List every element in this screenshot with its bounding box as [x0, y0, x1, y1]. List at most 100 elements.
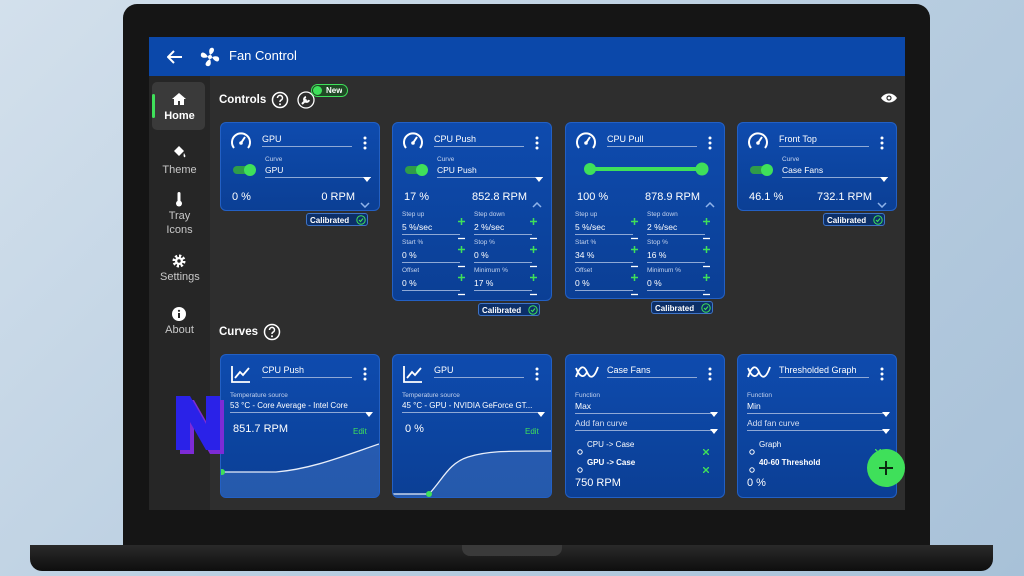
icon-part — [749, 467, 755, 473]
decrement-button[interactable] — [703, 283, 710, 301]
section-title: Curves — [219, 326, 258, 338]
field-value[interactable]: 0 % — [474, 250, 532, 263]
icon-part — [221, 443, 379, 473]
curve-item: GPU -> Case — [587, 458, 636, 467]
nav-item[interactable]: Tray Icons — [166, 210, 193, 236]
icon-part — [631, 274, 638, 281]
increment-button[interactable] — [631, 268, 638, 286]
icon-part — [231, 132, 251, 149]
remove-button[interactable] — [702, 442, 710, 460]
icon-part — [221, 443, 379, 497]
decrement-button[interactable] — [703, 227, 710, 245]
visibility-button[interactable] — [880, 91, 898, 109]
curve-select[interactable]: GPU — [265, 165, 371, 178]
icon-part — [880, 141, 884, 145]
increment-button[interactable] — [631, 212, 638, 230]
decrement-button[interactable] — [631, 283, 638, 301]
decrement-button[interactable] — [458, 283, 465, 301]
expand-toggle[interactable] — [532, 195, 542, 213]
icon-part — [268, 326, 276, 335]
back-button[interactable] — [166, 50, 183, 69]
increment-button[interactable] — [703, 240, 710, 258]
decrement-button[interactable] — [631, 255, 638, 273]
field-value[interactable]: 2 %/sec — [647, 222, 705, 235]
icon-part — [535, 136, 539, 150]
field-value[interactable]: 34 % — [575, 250, 633, 263]
nav-item[interactable]: Home — [164, 110, 195, 122]
menu-button[interactable] — [535, 367, 539, 386]
icon-part — [708, 146, 712, 150]
icon-part — [575, 366, 599, 378]
add-button[interactable] — [867, 449, 905, 492]
help-button[interactable] — [263, 323, 281, 346]
curve-select[interactable]: CPU Push — [437, 165, 543, 178]
decrement-button[interactable] — [530, 227, 537, 245]
icon-part — [532, 201, 542, 208]
icon-part — [231, 366, 250, 383]
decrement-button[interactable] — [530, 255, 537, 273]
menu-button[interactable] — [880, 367, 884, 386]
field-value[interactable]: 2 %/sec — [474, 222, 532, 235]
expand-toggle[interactable] — [705, 195, 715, 213]
fan-rpm: 852.8 RPM — [471, 191, 527, 203]
function-select[interactable]: Max — [575, 401, 717, 414]
field-value[interactable]: 0 % — [402, 278, 460, 291]
field-value[interactable]: 0 % — [647, 278, 705, 291]
laptop-notch — [462, 545, 562, 556]
menu-button[interactable] — [363, 367, 367, 386]
help-button[interactable] — [271, 91, 289, 114]
source-select[interactable]: 45 °C - GPU - NVIDIA GeForce GT... — [402, 401, 537, 413]
decrement-button[interactable] — [458, 227, 465, 245]
add-curve-select[interactable]: Add fan curve — [747, 418, 889, 431]
edit-button[interactable]: Edit — [353, 427, 367, 436]
control-toggle[interactable] — [749, 163, 775, 182]
control-card: GPU Curve GPU 0 % 0 RPM Calibrated — [220, 122, 380, 226]
increment-button[interactable] — [458, 212, 465, 230]
add-curve-select[interactable]: Add fan curve — [575, 418, 717, 431]
increment-button[interactable] — [530, 240, 537, 258]
field-value[interactable]: 5 %/sec — [575, 222, 633, 235]
increment-button[interactable] — [530, 212, 537, 230]
icon-part — [703, 306, 709, 311]
curve-select[interactable]: Case Fans — [782, 165, 888, 178]
decrement-button[interactable] — [703, 255, 710, 273]
field-value[interactable]: 0 % — [402, 250, 460, 263]
field-value[interactable]: 16 % — [647, 250, 705, 263]
remove-button[interactable] — [702, 460, 710, 478]
increment-button[interactable] — [458, 268, 465, 286]
increment-button[interactable] — [703, 268, 710, 286]
increment-button[interactable] — [703, 212, 710, 230]
increment-button[interactable] — [631, 240, 638, 258]
fan-icon — [230, 131, 252, 156]
menu-button[interactable] — [708, 136, 712, 155]
function-select[interactable]: Min — [747, 401, 889, 414]
decrement-button[interactable] — [458, 255, 465, 273]
field-value[interactable]: 0 % — [575, 278, 633, 291]
menu-button[interactable] — [363, 136, 367, 155]
decrement-button[interactable] — [530, 283, 537, 301]
nav-item[interactable]: Theme — [162, 164, 197, 176]
source-select[interactable]: 53 °C - Core Average - Intel Core — [230, 401, 365, 413]
tools-button[interactable] — [297, 91, 315, 114]
edit-button[interactable]: Edit — [525, 427, 539, 436]
manual-slider[interactable] — [583, 162, 709, 181]
expand-toggle[interactable] — [360, 195, 370, 213]
decrement-button[interactable] — [631, 227, 638, 245]
function-caret — [882, 404, 890, 422]
field-value[interactable]: 5 %/sec — [402, 222, 460, 235]
increment-button[interactable] — [458, 240, 465, 258]
control-toggle[interactable] — [404, 163, 430, 182]
control-toggle[interactable] — [232, 163, 258, 182]
expand-toggle[interactable] — [877, 195, 887, 213]
icon-part — [748, 132, 768, 149]
icon-part — [403, 366, 422, 383]
menu-button[interactable] — [880, 136, 884, 155]
menu-button[interactable] — [708, 367, 712, 386]
nav-item[interactable]: About — [165, 324, 194, 336]
nav-item[interactable]: Settings — [160, 271, 200, 283]
field-value[interactable]: 17 % — [474, 278, 532, 291]
increment-button[interactable] — [530, 268, 537, 286]
icon-part — [297, 91, 315, 109]
menu-button[interactable] — [535, 136, 539, 155]
